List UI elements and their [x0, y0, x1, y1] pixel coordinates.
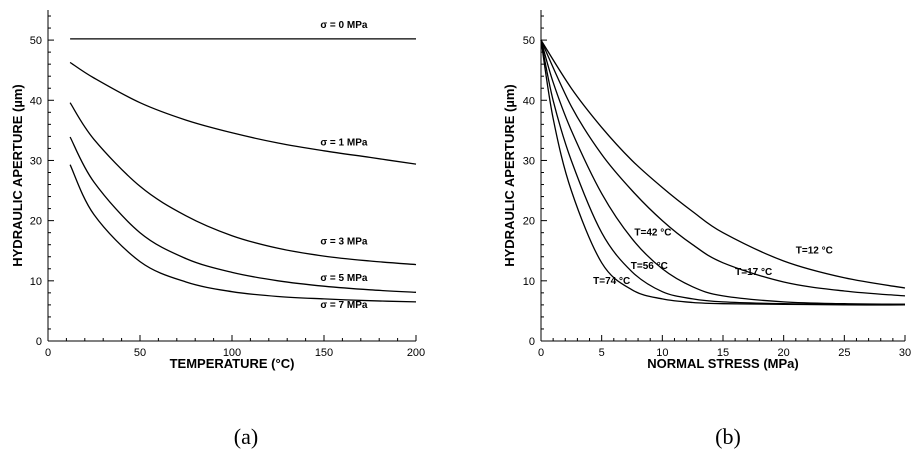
x-tick-label: 15 [717, 347, 729, 359]
series-label: σ = 0 MPa [320, 20, 368, 31]
x-tick-label: 50 [134, 347, 146, 359]
y-tick-label: 0 [529, 336, 535, 348]
series-label: σ = 7 MPa [320, 300, 368, 311]
y-tick-label: 10 [523, 276, 535, 288]
x-tick-label: 25 [838, 347, 850, 359]
caption: (b) [715, 424, 741, 449]
series-label: σ = 5 MPa [320, 273, 368, 284]
series-line [540, 39, 906, 297]
series-label: T=42 °C [634, 228, 671, 239]
y-tick-label: 40 [523, 95, 535, 107]
series-label: T=17 °C [735, 267, 772, 278]
y-tick-label: 0 [36, 336, 42, 348]
series-label: T=74 °C [593, 276, 630, 287]
series-line [540, 39, 906, 289]
y-axis-label: HYDRAULIC APERTURE (µm) [502, 84, 517, 267]
y-tick-label: 20 [523, 216, 535, 228]
y-tick-label: 50 [523, 35, 535, 47]
series-label: T=56 °C [631, 261, 668, 272]
x-tick-label: 20 [778, 347, 790, 359]
series-label: σ = 3 MPa [320, 237, 368, 248]
y-tick-label: 40 [30, 95, 42, 107]
x-tick-label: 30 [899, 347, 911, 359]
x-tick-label: 200 [407, 347, 425, 359]
chart-b: 0 5 10 15 20 25 30 0 10 20 30 40 50 T=12 °C T=17 °C T=4… [502, 10, 911, 449]
x-tick-label: 5 [599, 347, 605, 359]
y-tick-label: 50 [30, 35, 42, 47]
x-tick-label: 0 [45, 347, 51, 359]
series-line [540, 40, 906, 306]
series-line [69, 164, 417, 303]
series-line [540, 39, 906, 305]
series-label: T=12 °C [796, 246, 833, 257]
x-axis-label: TEMPERATURE (°C) [170, 356, 295, 371]
y-tick-label: 20 [30, 216, 42, 228]
y-axis-label: HYDRAULIC APERTURE (µm) [10, 84, 25, 267]
series-line [540, 39, 906, 305]
series-label: σ = 1 MPa [320, 137, 368, 148]
x-tick-label: 0 [538, 347, 544, 359]
x-tick-label: 100 [223, 347, 241, 359]
chart-a: 0 50 100 150 200 0 10 20 30 40 50 σ = 0 MPa σ = 1 MP… [10, 10, 425, 449]
series-line [69, 102, 417, 266]
y-tick-label: 30 [30, 155, 42, 167]
series-line [69, 136, 417, 293]
y-tick-label: 30 [523, 155, 535, 167]
y-tick-label: 10 [30, 276, 42, 288]
x-tick-label: 10 [656, 347, 668, 359]
x-axis-label: NORMAL STRESS (MPa) [647, 356, 798, 371]
x-tick-label: 150 [315, 347, 333, 359]
caption: (a) [234, 424, 258, 449]
series-line [69, 61, 417, 165]
